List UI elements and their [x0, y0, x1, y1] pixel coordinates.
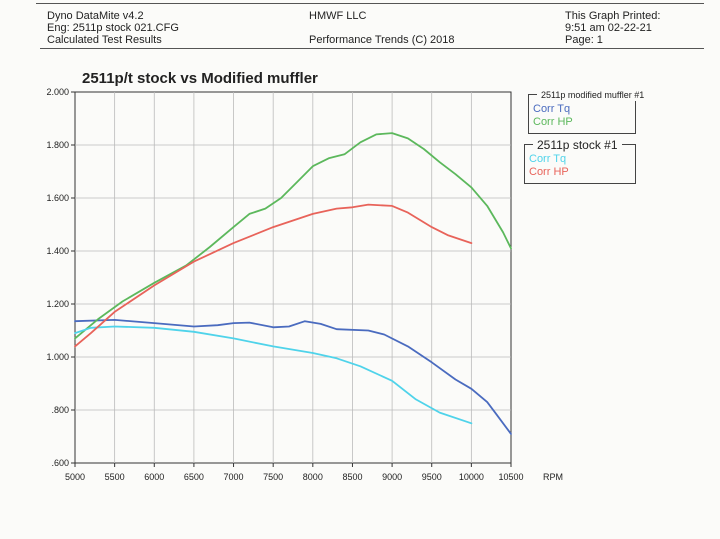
header-middle: HMWF LLC Performance Trends (C) 2018 — [309, 10, 455, 46]
series-line-4 — [74, 203, 473, 348]
legend-modified-tq: Corr Tq — [533, 103, 571, 115]
plot-frame — [74, 91, 512, 464]
x-tick-label: 7500 — [263, 472, 283, 482]
legend-stock-title: 2511p stock #1 — [533, 139, 622, 151]
header-software: Dyno DataMite v4.2 — [47, 10, 144, 22]
legend-modified-muffler: 2511p modified muffler #1 Corr Tq Corr H… — [528, 89, 649, 134]
x-tick-label: 5000 — [65, 472, 85, 482]
header-print-label: This Graph Printed: — [565, 10, 661, 22]
x-tick-label: 5500 — [105, 472, 125, 482]
header-page: Page: 1 — [565, 34, 603, 46]
x-tick-label: 9500 — [422, 472, 442, 482]
x-tick-label: 6000 — [144, 472, 164, 482]
y-tick-label: 1.400 — [46, 246, 69, 256]
legend-stock: 2511p stock #1 Corr Tq Corr HP — [524, 139, 636, 184]
legend-stock-tq: Corr Tq — [529, 153, 567, 165]
y-tick-label: .800 — [51, 405, 69, 415]
series-line-2 — [74, 132, 512, 340]
y-tick-label: .600 — [51, 458, 69, 468]
series-line-1 — [74, 318, 512, 435]
x-tick-label: 7000 — [224, 472, 244, 482]
x-tick-label: 8000 — [303, 472, 323, 482]
x-tick-label: 10000 — [459, 472, 484, 482]
header-engine-config: Eng: 2511p stock 021.CFG — [47, 22, 179, 34]
legend-stock-hp: Corr HP — [529, 166, 569, 178]
y-tick-label: 1.000 — [46, 352, 69, 362]
y-tick-label: 1.600 — [46, 193, 69, 203]
header-left: Dyno DataMite v4.2 Eng: 2511p stock 021.… — [47, 10, 179, 46]
x-tick-label: 6500 — [184, 472, 204, 482]
header-print-time: 9:51 am 02-22-21 — [565, 22, 652, 34]
header-right: This Graph Printed: 9:51 am 02-22-21 Pag… — [565, 10, 660, 46]
top-rule — [36, 3, 704, 4]
series-line-3 — [74, 325, 473, 425]
y-tick-label: 2.000 — [46, 87, 69, 97]
legend-modified-title: 2511p modified muffler #1 — [537, 89, 649, 101]
header-company: HMWF LLC — [309, 10, 367, 22]
chart-title: 2511p/t stock vs Modified muffler — [82, 70, 318, 87]
header-copyright: Performance Trends (C) 2018 — [309, 34, 455, 46]
x-tick-label: 9000 — [382, 472, 402, 482]
header-results-type: Calculated Test Results — [47, 34, 162, 46]
x-tick-label: 8500 — [342, 472, 362, 482]
header-rule — [40, 48, 704, 49]
y-tick-label: 1.200 — [46, 299, 69, 309]
legend-modified-hp: Corr HP — [533, 116, 573, 128]
x-tick-label: 10500 — [498, 472, 523, 482]
y-tick-label: 1.800 — [46, 140, 69, 150]
x-axis-label: RPM — [543, 472, 563, 482]
